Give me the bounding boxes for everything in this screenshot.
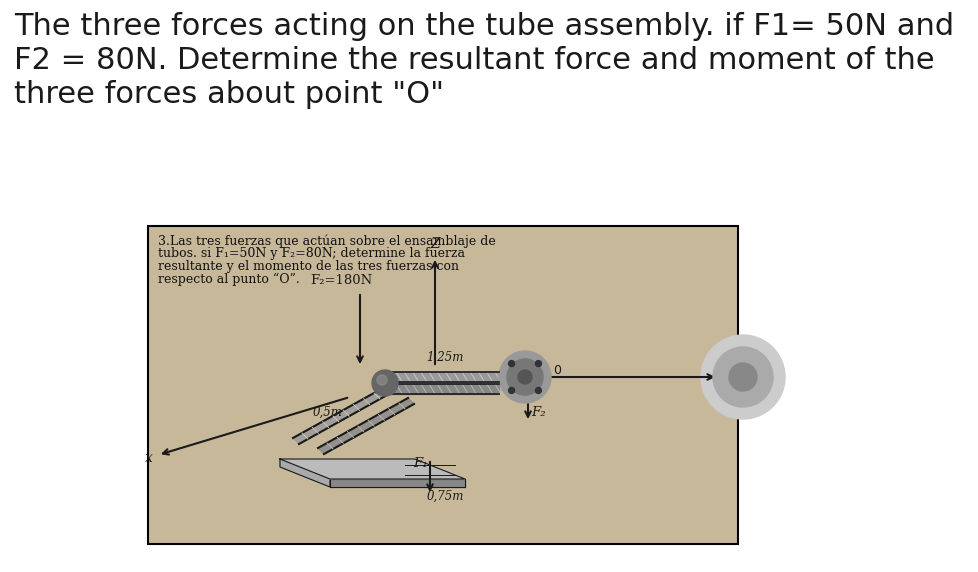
- Text: F₁: F₁: [413, 457, 427, 470]
- Text: 0: 0: [553, 364, 560, 378]
- Polygon shape: [318, 398, 414, 454]
- Circle shape: [700, 335, 784, 419]
- Polygon shape: [330, 479, 465, 487]
- Circle shape: [535, 360, 541, 367]
- Text: 0,5m: 0,5m: [313, 406, 342, 419]
- Text: y: y: [723, 370, 731, 384]
- Circle shape: [729, 363, 756, 391]
- Text: resultante y el momento de las tres fuerzas con: resultante y el momento de las tres fuer…: [157, 260, 459, 273]
- Circle shape: [507, 359, 543, 395]
- Text: F2 = 80N. Determine the resultant force and moment of the: F2 = 80N. Determine the resultant force …: [14, 46, 934, 75]
- Circle shape: [508, 360, 514, 367]
- Text: 0,75m: 0,75m: [425, 490, 464, 503]
- Circle shape: [535, 387, 541, 394]
- Text: Z: Z: [429, 237, 439, 251]
- Text: 1,25m: 1,25m: [425, 351, 464, 364]
- Text: F₂: F₂: [530, 406, 545, 419]
- Circle shape: [372, 370, 398, 396]
- Polygon shape: [292, 388, 388, 444]
- Circle shape: [508, 387, 514, 394]
- Text: The three forces acting on the tube assembly. if F1= 50N and: The three forces acting on the tube asse…: [14, 12, 954, 41]
- Text: tubos. si F₁=50N y F₂=80N; determine la fuerza: tubos. si F₁=50N y F₂=80N; determine la …: [157, 247, 465, 260]
- Bar: [148, 226, 737, 544]
- Polygon shape: [280, 459, 465, 479]
- Circle shape: [499, 351, 551, 403]
- Text: x: x: [145, 451, 153, 465]
- Polygon shape: [280, 459, 330, 487]
- Text: three forces about point "O": three forces about point "O": [14, 80, 444, 109]
- Circle shape: [517, 370, 531, 384]
- Text: 3.Las tres fuerzas que actúan sobre el ensamblaje de: 3.Las tres fuerzas que actúan sobre el e…: [157, 234, 495, 248]
- Circle shape: [712, 347, 773, 407]
- Circle shape: [377, 375, 386, 385]
- Text: F₂=180N: F₂=180N: [310, 274, 372, 287]
- Text: respecto al punto “O”.: respecto al punto “O”.: [157, 273, 299, 286]
